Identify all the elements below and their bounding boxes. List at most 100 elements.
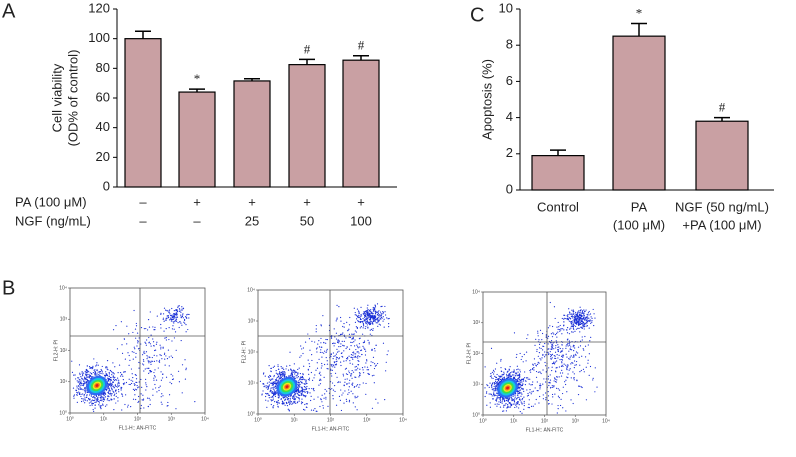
dot [86, 376, 88, 378]
dot [346, 358, 348, 360]
dot [486, 404, 488, 406]
dot [556, 387, 558, 390]
dot [162, 313, 165, 315]
dot [112, 362, 114, 364]
dot [583, 309, 585, 311]
dot [496, 398, 498, 400]
dot [168, 310, 170, 312]
dot [85, 389, 87, 391]
dot [82, 383, 84, 385]
dot [289, 351, 291, 353]
dot [356, 327, 358, 329]
dot [521, 378, 523, 381]
dot [578, 356, 580, 358]
dot [273, 376, 275, 378]
dot [348, 324, 351, 326]
dot [377, 320, 379, 322]
dot [99, 406, 101, 408]
dot [142, 398, 145, 400]
dot [561, 369, 563, 371]
dot [537, 332, 539, 334]
x-tick-label: 10⁴ [602, 418, 610, 424]
dot [567, 319, 569, 321]
dot [506, 399, 508, 402]
dot [386, 354, 388, 356]
dot [335, 338, 338, 340]
dot [553, 377, 556, 379]
dot [369, 322, 372, 325]
dot [145, 382, 147, 384]
dot [104, 405, 107, 407]
y-tick-label: 10⁴ [247, 287, 255, 293]
dot [88, 373, 90, 376]
dot [352, 358, 354, 360]
dot [97, 396, 99, 398]
dot [501, 370, 503, 373]
dot [354, 339, 356, 341]
dot [562, 328, 564, 330]
dot [356, 384, 359, 386]
dot [282, 374, 284, 376]
dot [80, 395, 82, 398]
dot [560, 398, 562, 400]
dot [319, 378, 321, 380]
dot [556, 366, 558, 369]
dot [112, 329, 115, 331]
dot [276, 382, 278, 384]
dot [84, 379, 86, 381]
dot [581, 386, 583, 389]
x-tick-label: Control [537, 199, 579, 214]
dot [283, 376, 285, 378]
dot [146, 397, 149, 399]
dot [516, 401, 519, 403]
dot [325, 342, 327, 344]
dot [326, 390, 328, 392]
dot [568, 369, 570, 371]
dot [275, 372, 277, 374]
dot [525, 351, 528, 353]
dot [366, 360, 368, 362]
dot [136, 332, 139, 334]
dot [512, 398, 514, 400]
dot [518, 375, 521, 377]
dot [364, 311, 366, 313]
dot [574, 319, 576, 322]
dot [523, 353, 525, 356]
dot [558, 366, 560, 368]
dot [173, 310, 175, 312]
dot [562, 407, 564, 409]
dot [299, 376, 302, 378]
dot [359, 315, 361, 317]
dot [326, 338, 328, 341]
dot [287, 401, 290, 403]
dot [518, 398, 521, 401]
dot [576, 379, 578, 381]
significance-marker: * [636, 5, 643, 20]
dot [323, 376, 325, 378]
dot [521, 381, 523, 383]
dot [339, 333, 342, 336]
dot [148, 360, 150, 362]
dot [149, 399, 151, 401]
dot [316, 351, 318, 353]
dot [302, 395, 305, 397]
dot [526, 395, 529, 397]
dot [102, 400, 105, 402]
dot [561, 362, 563, 364]
dot [159, 344, 161, 346]
dot [272, 406, 274, 408]
dot [112, 390, 114, 392]
dot [554, 380, 557, 383]
dot [510, 397, 513, 399]
dot [572, 362, 574, 364]
dot [554, 317, 556, 320]
dot [112, 385, 114, 388]
dot [289, 397, 291, 399]
dot [551, 393, 554, 396]
dot [301, 348, 303, 350]
dot [338, 395, 341, 397]
dot [378, 316, 380, 318]
dot [366, 321, 368, 323]
dot [518, 376, 521, 378]
dot [489, 382, 491, 384]
